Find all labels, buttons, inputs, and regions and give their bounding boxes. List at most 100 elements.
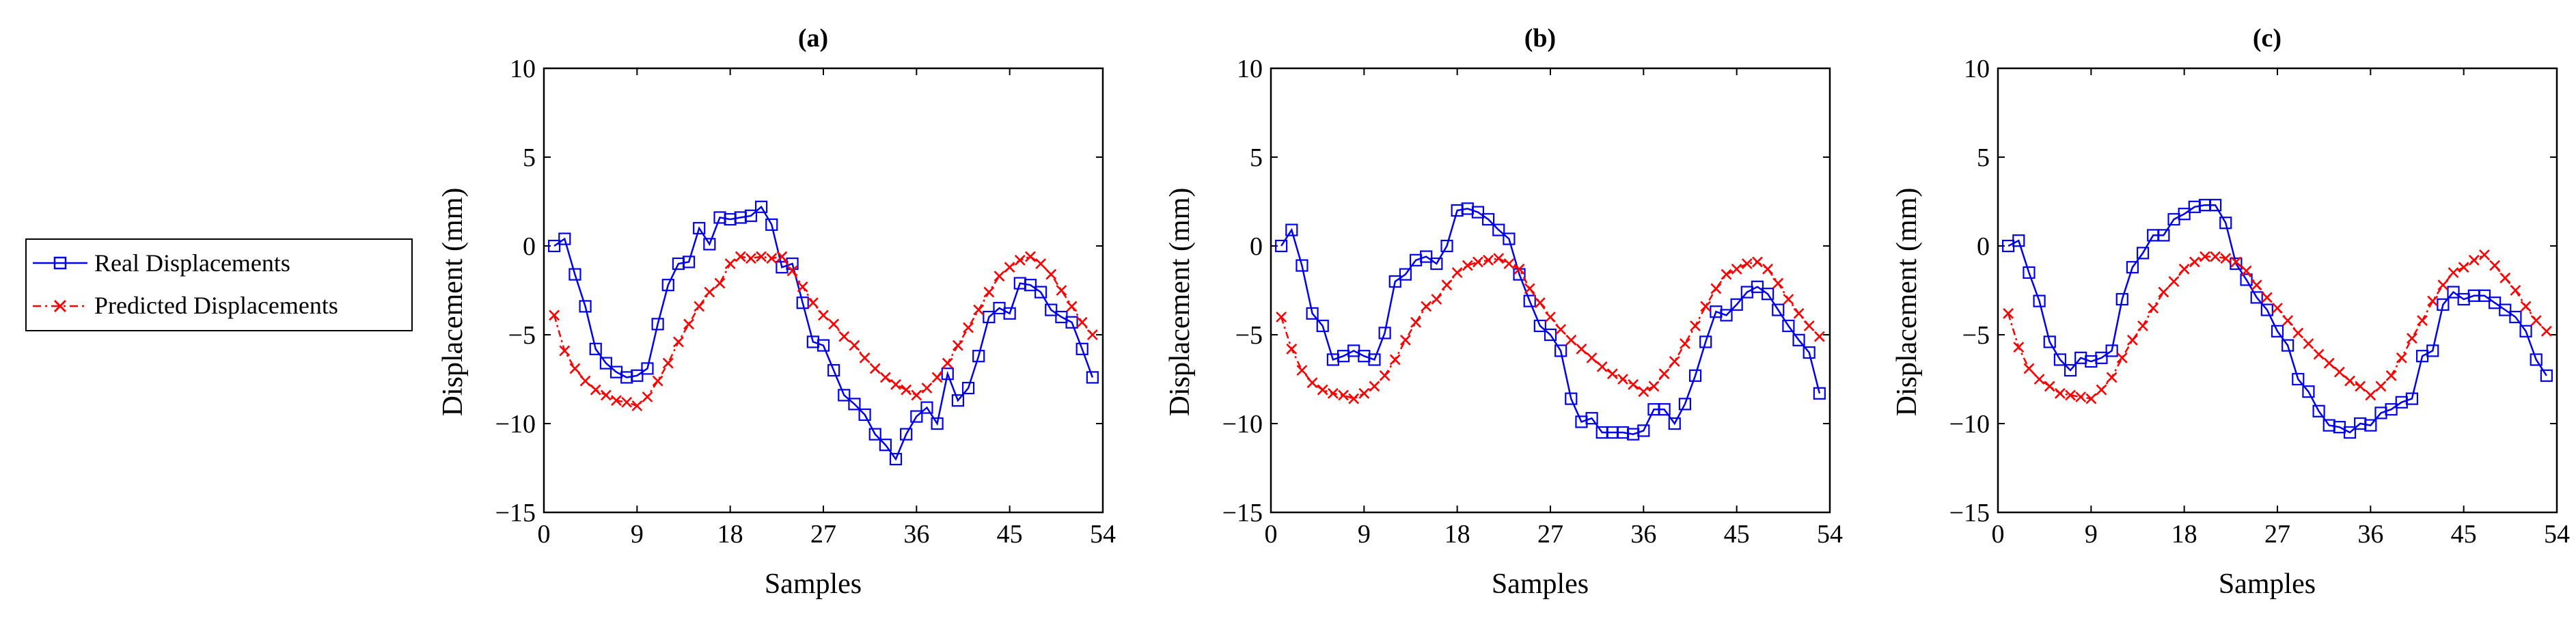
panel-a-real-point xyxy=(796,297,809,309)
panel-a-predicted-point xyxy=(983,286,995,298)
panel-c-predicted-point xyxy=(2448,267,2459,278)
panel-b-predicted-point xyxy=(1296,365,1308,376)
panel-b-predicted-point xyxy=(1534,297,1546,309)
panel-b-real-point xyxy=(1285,223,1298,236)
panel-a-real-point xyxy=(1065,316,1078,329)
panel-b-predicted-point xyxy=(1565,334,1577,346)
panel-c-predicted-point xyxy=(2323,357,2335,369)
panel-b-real-point xyxy=(1813,387,1826,400)
panel-b-predicted-point xyxy=(1710,283,1722,294)
panel-b-real-point xyxy=(1585,412,1598,425)
panel-b-title: (b) xyxy=(1524,24,1556,53)
panel-b-predicted-point xyxy=(1721,268,1732,280)
panel-b-predicted-point xyxy=(1690,320,1701,331)
panel-a-real-point xyxy=(972,350,985,363)
panel-b-predicted-point xyxy=(1555,324,1567,335)
panel-a-predicted-point xyxy=(642,391,653,402)
panel-b-predicted-point xyxy=(1524,283,1535,294)
panel-a-predicted-point xyxy=(869,363,881,374)
panel-c-real-point xyxy=(2292,372,2305,386)
panel-c-ticks: 0 9 18 27 36 45 54 10 5 0 −5 −10 −15 xyxy=(1949,55,2570,549)
panel-c-real-point xyxy=(2282,339,2294,352)
panel-a-predicted-point xyxy=(797,281,808,292)
panel-b-real-point xyxy=(1420,250,1433,263)
panel-b-real-point xyxy=(1275,239,1288,253)
panel-c-predicted-point xyxy=(2096,384,2107,396)
panel-a-predicted-point xyxy=(807,297,819,309)
panel-a-xlabel: Samples xyxy=(765,568,862,600)
panel-c-ytick-label: −5 xyxy=(1962,321,1990,350)
panel-b-xtick-label: 54 xyxy=(1817,520,1843,549)
panel-c-real-point xyxy=(2530,353,2543,366)
panel-b-predicted-point xyxy=(1680,338,1690,349)
panel-a-xtick-label: 18 xyxy=(717,520,743,549)
panel-a-real-point xyxy=(1034,286,1047,299)
panel-c-real-point xyxy=(2136,247,2150,260)
panel-a-predicted-point xyxy=(1086,329,1098,340)
panel-c-predicted-point xyxy=(2468,254,2480,266)
panel-b-real-line xyxy=(1280,208,1821,435)
panel-c-predicted-point xyxy=(2292,327,2304,339)
panel-c-predicted-point xyxy=(2054,387,2066,399)
panel-c-ytick-label: 5 xyxy=(1977,143,1990,172)
panel-c-real-point xyxy=(2219,217,2232,230)
panel-c-predicted-point xyxy=(2407,333,2417,344)
panel-a-xtick-label: 54 xyxy=(1090,520,1116,549)
panel-b-real-point xyxy=(1803,346,1815,359)
panel-c-xtick-label: 54 xyxy=(2544,520,2570,549)
panel-a-real-point xyxy=(961,381,975,395)
panel-b-real-point xyxy=(1792,333,1805,346)
panel-b-predicted-point xyxy=(1348,393,1360,404)
panel-c-predicted-point xyxy=(2251,279,2262,291)
panel-a-predicted-point xyxy=(756,251,767,262)
panel-b-ytick-label: 0 xyxy=(1250,232,1263,261)
panel-b-ytick-label: 10 xyxy=(1237,55,1263,83)
panel-b-real-point xyxy=(1523,294,1536,307)
panel-a-xtick-label: 9 xyxy=(631,520,644,549)
panel-a-predicted-point xyxy=(1004,262,1015,273)
panel-b-predicted-point xyxy=(1628,378,1639,390)
panel-a-predicted-point xyxy=(745,253,756,264)
legend-real-label: Real Displacements xyxy=(94,249,290,277)
panel-c-predicted-point xyxy=(2003,307,2014,319)
panel-b-real-point xyxy=(1492,223,1505,236)
panel-c-ytick-label: −10 xyxy=(1949,410,1990,439)
panel-c-predicted-point xyxy=(2458,262,2469,273)
panel-a-predicted-point xyxy=(973,304,985,316)
panel-b-predicted-point xyxy=(1503,258,1515,269)
panel-a-predicted-point xyxy=(1066,301,1078,312)
panel-c-real-point xyxy=(2302,385,2315,398)
panel-a-real-point xyxy=(910,410,923,423)
panel-b-predicted-point xyxy=(1606,368,1618,380)
panel-b-xtick-label: 18 xyxy=(1444,520,1470,549)
panel-a-real-point xyxy=(568,268,581,281)
panel-a-predicted-point xyxy=(838,331,850,342)
panel-a-real-point xyxy=(900,428,913,441)
panel-a-predicted-point xyxy=(942,357,953,369)
panel-b-predicted-point xyxy=(1462,260,1473,271)
panel-c-predicted-point xyxy=(2013,342,2025,353)
panel-a-real-point xyxy=(983,310,996,324)
legend-pred-label: Predicted Displacements xyxy=(94,292,338,319)
panel-b-real-point xyxy=(1533,319,1546,333)
panel-b-predicted-point xyxy=(1576,343,1587,355)
panel-a: (a) Displacement (mm) Samples 0 9 18 27 36 45… xyxy=(437,24,1116,600)
panel-b-real-point xyxy=(1482,212,1495,226)
panel-b-predicted-point xyxy=(1306,377,1318,389)
panel-c-real-point xyxy=(2033,294,2046,307)
panel-c-real-point xyxy=(2364,419,2377,432)
panel-b: (b) Displacement (mm) Samples 0 9 18 27 36 45… xyxy=(1164,24,1843,600)
panel-b-predicted-point xyxy=(1483,254,1494,266)
panel-c-xtick-label: 0 xyxy=(1992,520,2005,549)
panel-a-predicted-point xyxy=(963,322,974,333)
panel-c: (c) Displacement (mm) Samples 0 9 18 27 36 45… xyxy=(1891,24,2570,600)
panel-c-real-point xyxy=(2447,286,2460,299)
panel-c-predicted-point xyxy=(2520,301,2532,312)
panel-c-real-point xyxy=(2105,344,2118,357)
panel-c-xtick-label: 27 xyxy=(2264,520,2290,549)
panel-a-predicted-point xyxy=(662,357,674,369)
panel-a-predicted-point xyxy=(1045,268,1057,280)
panel-c-real-point xyxy=(2095,351,2108,364)
panel-b-xtick-label: 45 xyxy=(1724,520,1750,549)
